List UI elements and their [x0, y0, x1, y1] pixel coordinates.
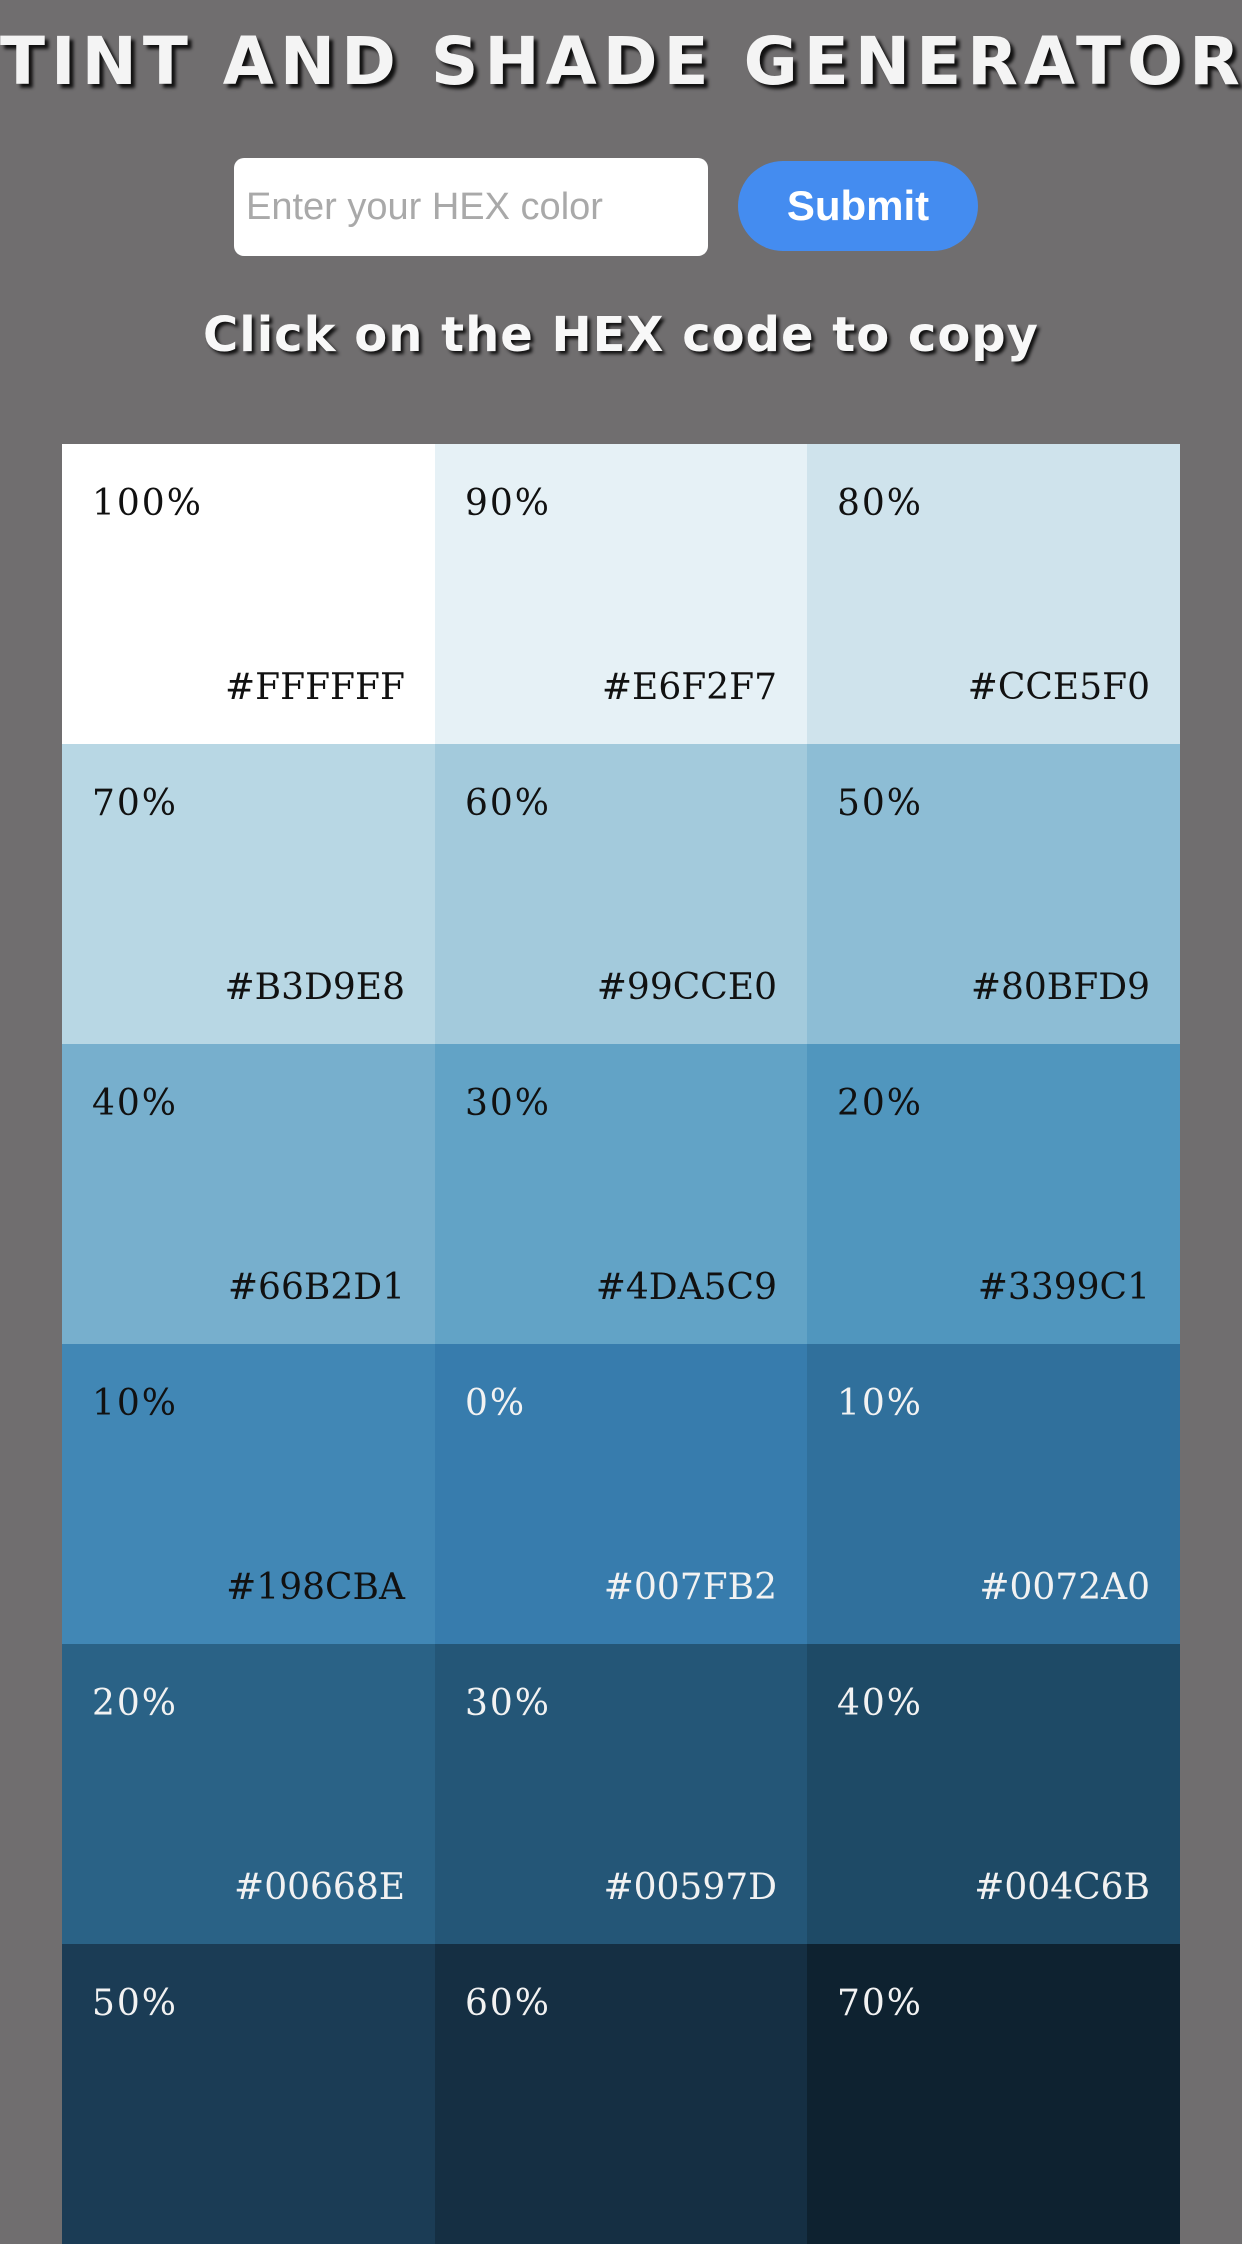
copy-hint: Click on the HEX code to copy	[203, 307, 1039, 363]
swatch-percent-label: 0%	[465, 1383, 527, 1424]
color-swatch[interactable]: 40% #004C6B	[807, 1644, 1180, 1944]
submit-button[interactable]: Submit	[738, 161, 978, 251]
swatch-hex-code[interactable]: #0072A0	[979, 1567, 1150, 1608]
color-swatch[interactable]: 20% #3399C1	[807, 1044, 1180, 1344]
swatch-hex-code[interactable]: #66B2D1	[227, 1267, 405, 1308]
color-swatch[interactable]: 40% #66B2D1	[62, 1044, 435, 1344]
swatch-hex-code[interactable]: #00668E	[234, 1867, 405, 1908]
swatch-hex-code[interactable]: #4DA5C9	[595, 1267, 777, 1308]
swatch-hex-code[interactable]: #3399C1	[977, 1267, 1150, 1308]
swatch-percent-label: 100%	[92, 483, 203, 524]
color-swatch[interactable]: 100% #FFFFFF	[62, 444, 435, 744]
swatch-percent-label: 80%	[837, 483, 924, 524]
color-swatch[interactable]: 20% #00668E	[62, 1644, 435, 1944]
color-swatch[interactable]: 60%	[435, 1944, 807, 2244]
swatch-hex-code[interactable]: #007FB2	[603, 1567, 777, 1608]
swatch-hex-code[interactable]: #FFFFFF	[224, 667, 405, 708]
swatch-percent-label: 60%	[465, 783, 552, 824]
color-swatch[interactable]: 90% #E6F2F7	[435, 444, 807, 744]
swatch-percent-label: 10%	[837, 1383, 924, 1424]
swatch-grid: 100% #FFFFFF 90% #E6F2F7 80% #CCE5F0 70% #B3D9E…	[62, 444, 1180, 2244]
swatch-hex-code[interactable]: #CCE5F0	[967, 667, 1150, 708]
swatch-percent-label: 40%	[837, 1683, 924, 1724]
swatch-percent-label: 60%	[465, 1983, 552, 2024]
color-swatch[interactable]: 80% #CCE5F0	[807, 444, 1180, 744]
page-title: TINT AND SHADE GENERATOR	[0, 23, 1242, 100]
swatch-hex-code[interactable]: #B3D9E8	[224, 967, 405, 1008]
swatch-percent-label: 20%	[837, 1083, 924, 1124]
swatch-percent-label: 30%	[465, 1083, 552, 1124]
color-swatch[interactable]: 70% #B3D9E8	[62, 744, 435, 1044]
swatch-percent-label: 40%	[92, 1083, 179, 1124]
swatch-percent-label: 10%	[92, 1383, 179, 1424]
swatch-percent-label: 50%	[92, 1983, 179, 2024]
swatch-hex-code[interactable]: #99CCE0	[596, 967, 777, 1008]
swatch-percent-label: 50%	[837, 783, 924, 824]
swatch-percent-label: 20%	[92, 1683, 179, 1724]
swatch-hex-code[interactable]: #198CBA	[226, 1567, 405, 1608]
color-swatch[interactable]: 30% #4DA5C9	[435, 1044, 807, 1344]
swatch-hex-code[interactable]: #00597D	[603, 1867, 777, 1908]
color-swatch[interactable]: 50%	[62, 1944, 435, 2244]
swatch-percent-label: 70%	[92, 783, 179, 824]
swatch-percent-label: 90%	[465, 483, 552, 524]
hex-color-input[interactable]	[234, 158, 708, 256]
color-swatch[interactable]: 30% #00597D	[435, 1644, 807, 1944]
swatch-percent-label: 70%	[837, 1983, 924, 2024]
swatch-percent-label: 30%	[465, 1683, 552, 1724]
swatch-hex-code[interactable]: #E6F2F7	[601, 667, 777, 708]
color-swatch[interactable]: 10% #0072A0	[807, 1344, 1180, 1644]
color-swatch[interactable]: 70%	[807, 1944, 1180, 2244]
color-swatch[interactable]: 60% #99CCE0	[435, 744, 807, 1044]
color-swatch[interactable]: 10% #198CBA	[62, 1344, 435, 1644]
swatch-hex-code[interactable]: #004C6B	[974, 1867, 1150, 1908]
swatch-hex-code[interactable]: #80BFD9	[970, 967, 1150, 1008]
color-swatch[interactable]: 50% #80BFD9	[807, 744, 1180, 1044]
color-swatch[interactable]: 0% #007FB2	[435, 1344, 807, 1644]
